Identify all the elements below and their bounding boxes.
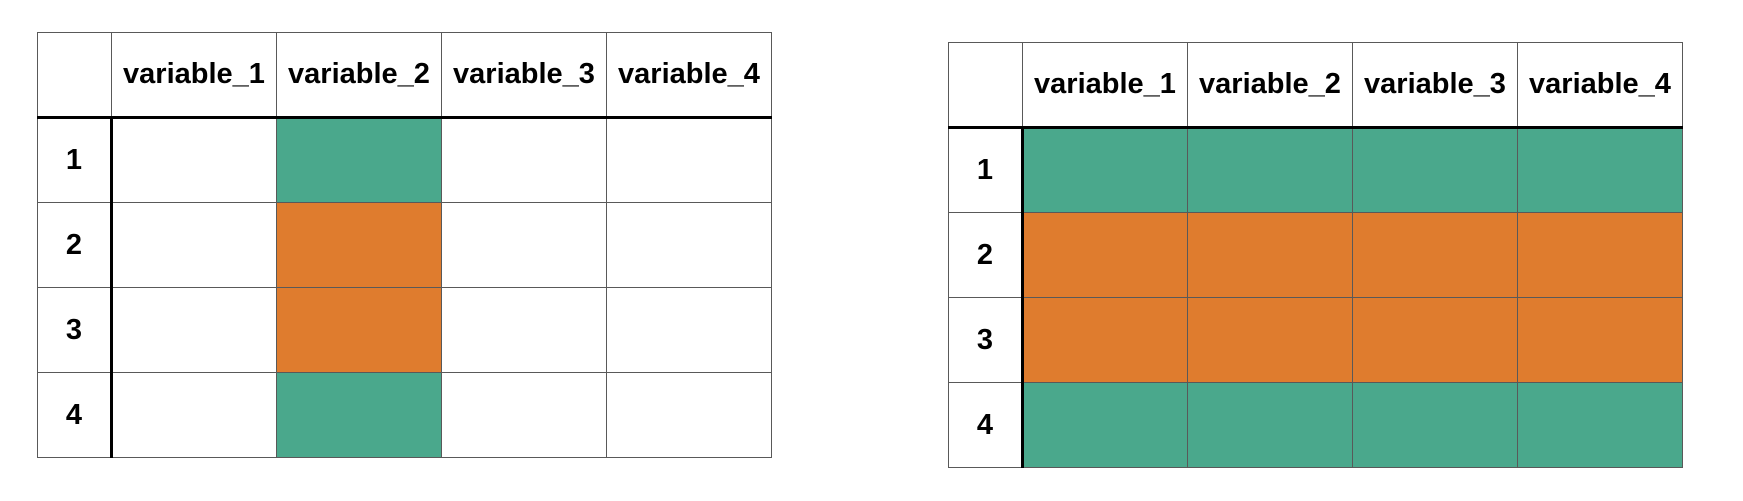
- row-label-1: 1: [37, 117, 113, 203]
- column-header-variable_1: variable_1: [1022, 42, 1188, 129]
- table-cell-r3-variable_1: [1022, 297, 1188, 383]
- header-row: variable_1 variable_2 variable_3 variable_4: [948, 42, 1683, 129]
- column-header-variable_3: variable_3: [1352, 42, 1518, 129]
- column-header-variable_4: variable_4: [606, 32, 772, 119]
- table-cell-r4-variable_3: [441, 372, 607, 458]
- table-cell-r4-variable_1: [111, 372, 277, 458]
- table-row: 2: [948, 212, 1683, 298]
- table-cell-r1-variable_2: [276, 117, 442, 203]
- table-cell-r2-variable_3: [441, 202, 607, 288]
- corner-cell: [37, 32, 112, 119]
- table-cell-r4-variable_1: [1022, 382, 1188, 468]
- table-row: 1: [948, 127, 1683, 213]
- table-cell-r3-variable_1: [111, 287, 277, 373]
- table-cell-r4-variable_4: [1517, 382, 1683, 468]
- table-cell-r1-variable_2: [1187, 127, 1353, 213]
- table-cell-r4-variable_3: [1352, 382, 1518, 468]
- column-header-variable_2: variable_2: [1187, 42, 1353, 129]
- table-cell-r2-variable_4: [606, 202, 772, 288]
- table-cell-r2-variable_2: [1187, 212, 1353, 298]
- table-cell-r1-variable_4: [606, 117, 772, 203]
- table-cell-r3-variable_4: [606, 287, 772, 373]
- table-row: 3: [37, 287, 772, 373]
- table-cell-r1-variable_1: [1022, 127, 1188, 213]
- table-row: 2: [37, 202, 772, 288]
- row-label-1: 1: [948, 127, 1024, 213]
- column-header-variable_3: variable_3: [441, 32, 607, 119]
- table-cell-r1-variable_3: [1352, 127, 1518, 213]
- table-cell-r1-variable_3: [441, 117, 607, 203]
- table-cell-r2-variable_4: [1517, 212, 1683, 298]
- table-cell-r2-variable_3: [1352, 212, 1518, 298]
- table-row: 4: [37, 372, 772, 458]
- row-label-2: 2: [37, 202, 113, 288]
- row-label-4: 4: [948, 382, 1024, 468]
- table-row: 3: [948, 297, 1683, 383]
- table-cell-r1-variable_1: [111, 117, 277, 203]
- table-cell-r4-variable_2: [276, 372, 442, 458]
- column-header-variable_1: variable_1: [111, 32, 277, 119]
- table-row: 1: [37, 117, 772, 203]
- table-cell-r2-variable_2: [276, 202, 442, 288]
- right-fully-styled-table: variable_1 variable_2 variable_3 variable_4…: [948, 42, 1683, 468]
- row-label-4: 4: [37, 372, 113, 458]
- row-label-3: 3: [37, 287, 113, 373]
- row-label-2: 2: [948, 212, 1024, 298]
- table-cell-r4-variable_2: [1187, 382, 1353, 468]
- table-cell-r3-variable_3: [441, 287, 607, 373]
- left-column-styled-table: variable_1 variable_2 variable_3 variable_4…: [37, 32, 772, 458]
- table-row: 4: [948, 382, 1683, 468]
- table-cell-r1-variable_4: [1517, 127, 1683, 213]
- header-row: variable_1 variable_2 variable_3 variable_4: [37, 32, 772, 119]
- row-label-3: 3: [948, 297, 1024, 383]
- table-cell-r3-variable_2: [1187, 297, 1353, 383]
- table-cell-r4-variable_4: [606, 372, 772, 458]
- column-header-variable_2: variable_2: [276, 32, 442, 119]
- column-header-variable_4: variable_4: [1517, 42, 1683, 129]
- table-cell-r2-variable_1: [111, 202, 277, 288]
- corner-cell: [948, 42, 1023, 129]
- table-cell-r2-variable_1: [1022, 212, 1188, 298]
- table-cell-r3-variable_3: [1352, 297, 1518, 383]
- table-cell-r3-variable_2: [276, 287, 442, 373]
- table-cell-r3-variable_4: [1517, 297, 1683, 383]
